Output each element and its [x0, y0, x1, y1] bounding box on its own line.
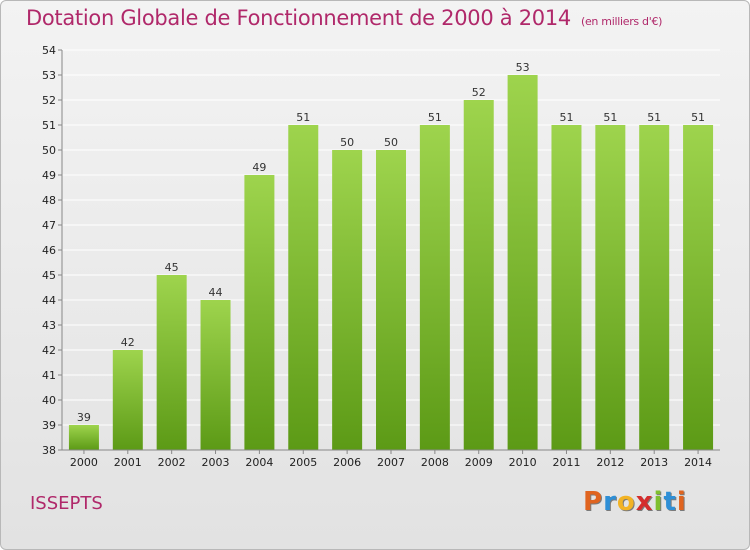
y-tick-label: 41 [42, 369, 56, 382]
logo-letter: i [653, 487, 664, 517]
bar [507, 75, 538, 450]
bar [332, 150, 363, 450]
x-tick-label: 2005 [289, 456, 317, 469]
x-tick-label: 2011 [552, 456, 580, 469]
y-tick-label: 47 [42, 219, 56, 232]
bar [639, 125, 670, 450]
value-label: 50 [384, 136, 398, 149]
chart-unit: (en milliers d'€) [580, 15, 663, 28]
y-tick-label: 50 [42, 144, 56, 157]
x-tick-label: 2002 [158, 456, 186, 469]
value-label: 42 [121, 336, 135, 349]
bar [156, 275, 187, 450]
value-label: 52 [472, 86, 486, 99]
value-labels: 39 42 45 44 49 51 50 50 51 52 53 51 51 51 51 [77, 61, 705, 424]
logo-letter: P [583, 487, 604, 517]
bars [68, 75, 714, 450]
y-tick-label: 48 [42, 194, 56, 207]
x-tick-label: 2009 [465, 456, 493, 469]
value-label: 53 [516, 61, 530, 74]
bar [683, 125, 714, 450]
x-tick-label: 2001 [114, 456, 142, 469]
bar [419, 125, 450, 450]
value-label: 51 [428, 111, 442, 124]
y-tick-label: 43 [42, 319, 56, 332]
chart-title: Dotation Globale de Fonctionnement de 20… [26, 6, 663, 30]
y-tick-label: 46 [42, 244, 56, 257]
value-label: 44 [209, 286, 223, 299]
bar [288, 125, 319, 450]
bar [551, 125, 582, 450]
y-tick-label: 52 [42, 94, 56, 107]
value-label: 45 [165, 261, 179, 274]
x-tick-label: 2003 [202, 456, 230, 469]
x-tick-label: 2012 [596, 456, 624, 469]
x-tick-label: 2014 [684, 456, 712, 469]
y-tick-label: 54 [42, 44, 56, 57]
value-label: 49 [252, 161, 266, 174]
y-tick-label: 44 [42, 294, 56, 307]
bar [244, 175, 275, 450]
y-tick-label: 42 [42, 344, 56, 357]
bar [68, 425, 99, 450]
y-tick-label: 53 [42, 69, 56, 82]
logo-letter: x [635, 487, 654, 517]
logo-letter: t [663, 487, 677, 517]
value-label: 51 [647, 111, 661, 124]
value-label: 51 [603, 111, 617, 124]
x-tick-label: 2007 [377, 456, 405, 469]
bar [463, 100, 494, 450]
value-label: 51 [559, 111, 573, 124]
y-tick-label: 39 [42, 419, 56, 432]
x-tick-label: 2008 [421, 456, 449, 469]
y-tick-label: 45 [42, 269, 56, 282]
x-tick-label: 2010 [509, 456, 537, 469]
y-tick-label: 49 [42, 169, 56, 182]
commune-name: ISSEPTS [30, 493, 103, 514]
y-tick-label: 51 [42, 119, 56, 132]
x-tick-label: 2006 [333, 456, 361, 469]
y-tick-label: 38 [42, 444, 56, 457]
value-label: 50 [340, 136, 354, 149]
value-label: 39 [77, 411, 91, 424]
value-label: 51 [296, 111, 310, 124]
bar [595, 125, 626, 450]
bar [376, 150, 406, 450]
x-tick-label: 2004 [245, 456, 273, 469]
logo-letter: i [676, 487, 687, 517]
proxiti-logo[interactable]: Proxiti [583, 487, 687, 517]
x-tick-label: 2013 [640, 456, 668, 469]
bar [112, 350, 143, 450]
y-tick-label: 40 [42, 394, 56, 407]
bar [200, 300, 231, 450]
axes: 38 39 40 41 42 43 44 45 46 47 48 49 50 51 52 53 54 2000 20… [42, 44, 720, 469]
x-tick-label: 2000 [70, 456, 98, 469]
logo-letter: o [616, 487, 636, 517]
logo-letter: r [603, 487, 617, 517]
value-label: 51 [691, 111, 705, 124]
